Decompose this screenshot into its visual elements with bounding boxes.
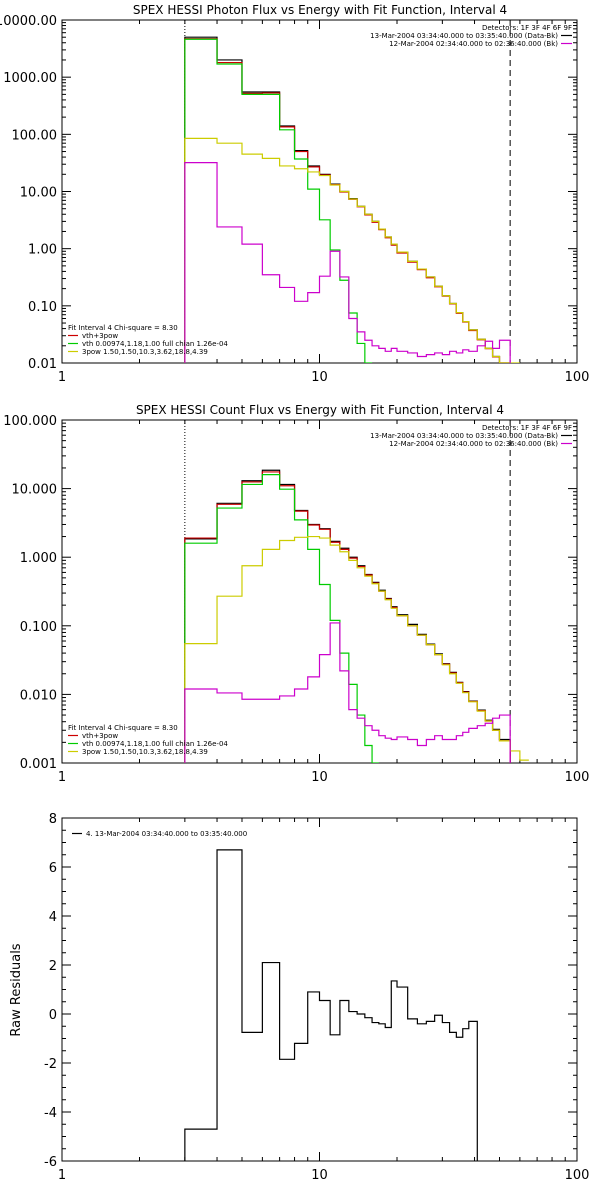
count-flux-title: SPEX HESSI Count Flux vs Energy with Fit…: [136, 403, 504, 417]
series-line: [184, 535, 529, 763]
x-tick-label: 100: [565, 1168, 590, 1183]
y-tick-label: 10.000: [12, 483, 58, 498]
fit-legend-title: Fit Interval 4 Chi-square = 8.30: [68, 724, 178, 732]
series-12-mar-2004-02-34-40-000-to-02-36-40-000: [184, 162, 511, 363]
y-tick-label: 6: [49, 861, 57, 876]
y-tick-label: 0.001: [20, 757, 57, 772]
fit-legend-title: Fit Interval 4 Chi-square = 8.30: [68, 324, 178, 332]
y-tick-label: 2: [49, 959, 57, 974]
series-12-mar-2004-02-34-40-000-to-02-36-40-000: [184, 622, 511, 763]
series-line: [184, 849, 478, 1161]
count-flux-plot-frame: [61, 419, 578, 764]
legend-entry-label: 13-Mar-2004 03:34:40.000 to 03:35:40.000…: [370, 432, 558, 440]
y-tick-label: 1000.00: [3, 71, 57, 86]
x-tick-label: 10: [311, 770, 328, 785]
series-vth: [184, 473, 379, 763]
legend-title: Detectors: 1F 3F 4F 6F 9F: [482, 424, 572, 432]
count-flux-series: [184, 469, 529, 763]
fit-legend-entry-label: vth 0.00974,1.18,1.00 full chian 1.26e-0…: [82, 340, 228, 348]
y-tick-label: 4: [49, 910, 57, 925]
x-tick-label: 1: [58, 1168, 66, 1183]
photon-flux-title: SPEX HESSI Photon Flux vs Energy with Fi…: [133, 3, 507, 17]
y-tick-label: -4: [44, 1106, 57, 1121]
fit-legend-entry-label: vth 0.00974,1.18,1.00 full chian 1.26e-0…: [82, 740, 228, 748]
y-tick-label: -2: [44, 1057, 57, 1072]
x-tick-label: 10: [311, 1168, 328, 1183]
count-flux-panel: SPEX HESSI Count Flux vs Energy with Fit…: [3, 403, 589, 785]
y-tick-label: 0.010: [20, 688, 57, 703]
fit-legend-entry-label: vth+3pow: [82, 332, 118, 340]
series-vth-3pow: [184, 38, 511, 363]
legend-entry-label: 4. 13-Mar-2004 03:34:40.000 to 03:35:40.…: [86, 830, 247, 838]
residuals-panel: Raw Residuals 1 10 100 8 6 4 2 0 -2 -4 -6 4. 13-Ma…: [9, 812, 589, 1183]
series-3pow: [184, 137, 520, 363]
y-tick-label: 100.000: [3, 414, 57, 429]
residuals-plot-frame: [61, 817, 578, 1162]
legend-entry-label: 12-Mar-2004 02:34:40.000 to 02:36:40.000…: [389, 440, 558, 448]
fit-legend-entry-label: 3pow 1.50,1.50,10.3,3.62,18.8,4.39: [82, 348, 208, 356]
y-tick-label: 10.00: [20, 186, 57, 201]
legend-entry-label: 12-Mar-2004 02:34:40.000 to 02:36:40.000…: [389, 40, 558, 48]
x-tick-label: 100: [565, 370, 590, 385]
y-tick-label: 100.00: [12, 128, 58, 143]
y-tick-label: 0.100: [20, 620, 57, 635]
y-tick-label: 10000.00: [0, 14, 57, 29]
x-tick-label: 1: [58, 770, 66, 785]
series-13-mar-2004-03-34-40-000-to-03-35-40-000: [184, 469, 511, 763]
series-line: [184, 162, 511, 363]
series-vth: [184, 38, 373, 363]
series-13-mar-2004-03-34-40-000-to-03-35-40-000: [184, 36, 511, 363]
y-tick-label: -6: [44, 1155, 57, 1170]
residuals-series: [184, 849, 478, 1161]
residuals-ylabel: Raw Residuals: [9, 943, 24, 1036]
series-vth-3pow: [184, 471, 511, 763]
legend-title: Detectors: 1F 3F 4F 6F 9F: [482, 24, 572, 32]
x-tick-label: 1: [58, 370, 66, 385]
fit-legend-entry-label: 3pow 1.50,1.50,10.3,3.62,18.8,4.39: [82, 748, 208, 756]
series-3pow: [184, 535, 529, 763]
y-tick-label: 0.01: [28, 357, 57, 372]
y-tick-label: 0.10: [28, 300, 57, 315]
residuals-legends: 4. 13-Mar-2004 03:34:40.000 to 03:35:40.…: [72, 830, 247, 838]
series-line: [184, 622, 511, 763]
legend-entry-label: 13-Mar-2004 03:34:40.000 to 03:35:40.000…: [370, 32, 558, 40]
x-tick-label: 10: [311, 370, 328, 385]
photon-flux-series: [184, 36, 520, 363]
series-line: [184, 38, 511, 363]
y-tick-label: 1.00: [28, 243, 57, 258]
count-flux-axes: 1 10 100 100.000 10.000 1.000 0.100 0.010 0.001: [3, 414, 589, 785]
series-line: [184, 471, 511, 763]
y-tick-label: 0: [49, 1008, 57, 1023]
series-line: [184, 137, 520, 363]
series-4-13-mar-2004-03-34-40-000-to-03-35-40-0: [184, 849, 478, 1161]
y-tick-label: 1.000: [20, 551, 57, 566]
series-line: [184, 38, 373, 363]
series-line: [184, 473, 379, 763]
photon-flux-panel: SPEX HESSI Photon Flux vs Energy with Fi…: [0, 3, 589, 385]
y-tick-label: 8: [49, 812, 57, 827]
series-line: [184, 36, 511, 363]
series-line: [184, 469, 511, 763]
x-tick-label: 100: [565, 770, 590, 785]
residuals-axes: 1 10 100 8 6 4 2 0 -2 -4 -6: [44, 812, 589, 1183]
fit-legend-entry-label: vth+3pow: [82, 732, 118, 740]
